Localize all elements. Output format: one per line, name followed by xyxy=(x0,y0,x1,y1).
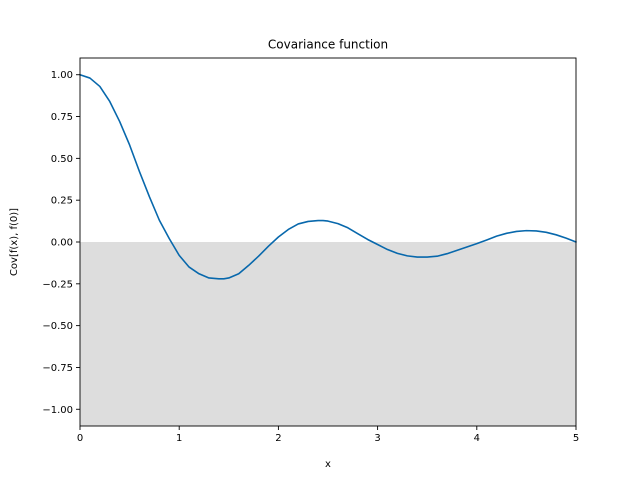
x-tick-label: 0 xyxy=(77,433,83,444)
plot-area xyxy=(79,57,577,427)
y-tick-label: 1.00 xyxy=(51,70,73,81)
x-tick-label: 3 xyxy=(374,433,380,444)
x-tick-label: 4 xyxy=(474,433,480,444)
y-tick-label: −0.50 xyxy=(42,321,73,332)
x-axis-label: x xyxy=(325,459,331,470)
y-tick-label: −0.75 xyxy=(42,363,73,374)
series-line-0 xyxy=(79,73,577,280)
y-tick-label: −0.25 xyxy=(42,279,73,290)
y-tick-label: 0.25 xyxy=(51,196,73,207)
x-tick-label: 2 xyxy=(275,433,281,444)
y-axis-label: Cov[f(x), f(0)] xyxy=(9,208,20,276)
x-tick-label: 1 xyxy=(176,433,182,444)
y-axis: 1.00 0.75 0.50 0.25 0.00 −0.25 −0.50 −0.75 −1.00 xyxy=(42,70,80,416)
y-tick-label: 0.00 xyxy=(51,238,73,249)
x-tick-label: 5 xyxy=(573,433,579,444)
y-tick-label: 0.50 xyxy=(51,154,73,165)
y-tick-label: −1.00 xyxy=(42,405,73,416)
shaded-region xyxy=(80,242,576,426)
x-axis: 0 1 2 3 4 5 xyxy=(77,426,579,444)
chart-title: Covariance function xyxy=(268,38,388,52)
y-tick-label: 0.75 xyxy=(51,112,73,123)
